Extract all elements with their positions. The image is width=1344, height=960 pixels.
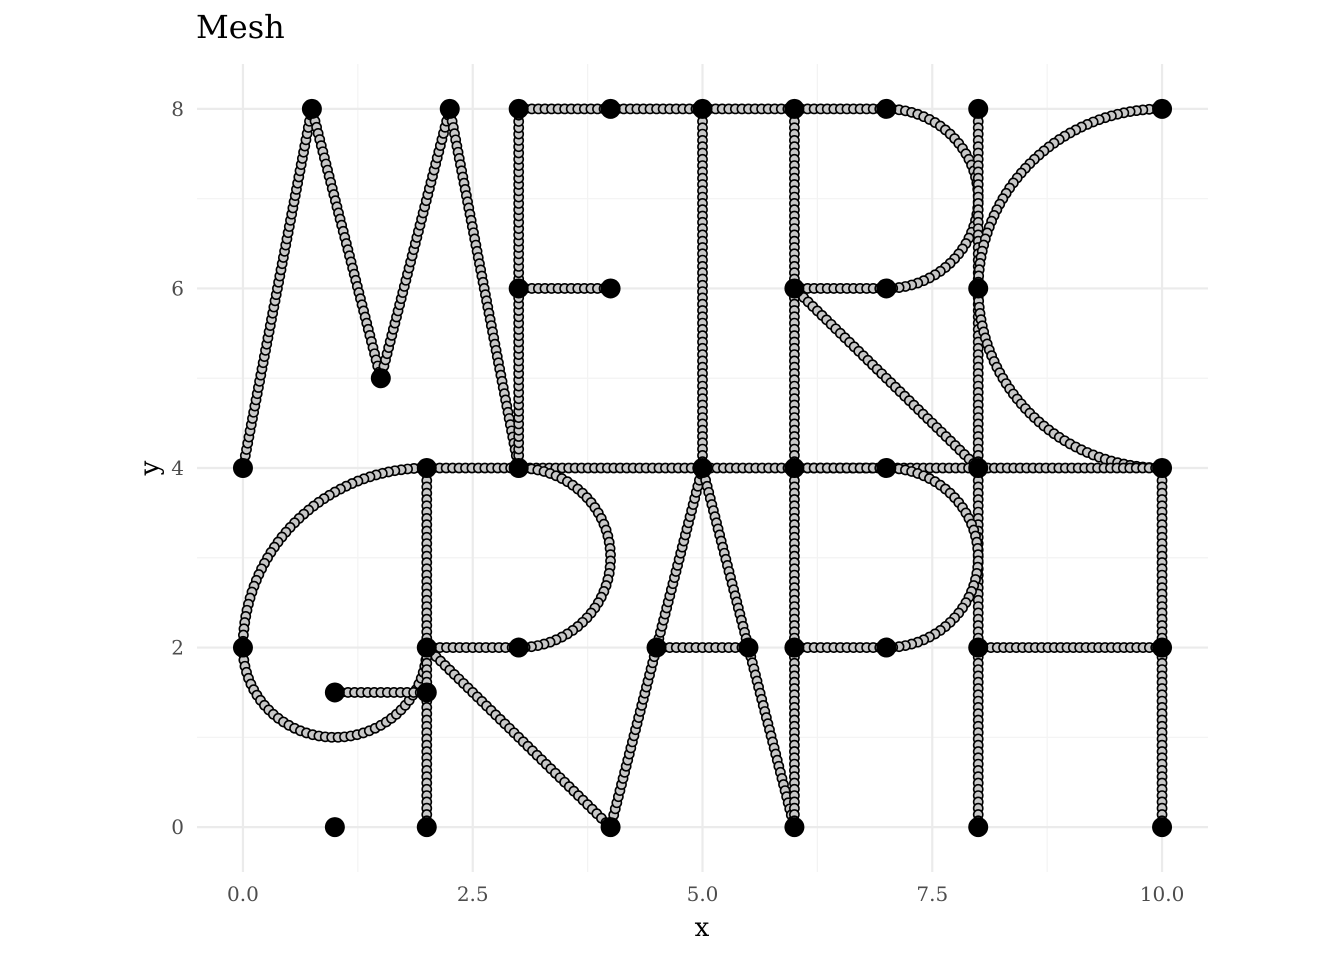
y-axis-ticks: 0 2 4 6 8: [171, 97, 184, 839]
mesh-vertex: [508, 458, 529, 478]
mesh-vertex: [1152, 637, 1173, 658]
y-tick-label: 4: [171, 456, 184, 480]
mesh-vertex: [600, 278, 621, 299]
y-axis-label: y: [135, 460, 165, 476]
y-tick-label: 8: [171, 97, 184, 121]
mesh-vertex: [784, 278, 805, 299]
mesh-vertex: [370, 368, 391, 389]
mesh-vertex: [1152, 98, 1173, 119]
mesh-vertex: [692, 458, 713, 478]
mesh-vertex: [876, 458, 897, 478]
mesh-vertex: [324, 817, 345, 838]
mesh-vertex: [508, 98, 529, 119]
mesh-vertex: [784, 458, 805, 478]
mesh-vertex: [508, 637, 529, 658]
mesh-vertex: [968, 817, 989, 838]
x-axis-label: x: [695, 913, 710, 943]
x-tick-label: 2.5: [457, 882, 489, 906]
mesh-vertex: [1152, 458, 1173, 478]
mesh-vertex: [738, 637, 759, 658]
vertices: [232, 98, 1173, 838]
mesh-vertex: [968, 637, 989, 658]
mesh-vertex: [876, 637, 897, 658]
mesh-vertex: [416, 817, 437, 838]
y-tick-label: 6: [171, 276, 184, 300]
y-tick-label: 2: [171, 636, 184, 660]
mesh-vertex: [600, 98, 621, 119]
mesh-vertex: [968, 278, 989, 299]
x-tick-label: 7.5: [916, 882, 948, 906]
x-tick-label: 5.0: [687, 882, 719, 906]
mesh-vertex: [784, 817, 805, 838]
chart-title: Mesh: [196, 8, 285, 46]
mesh-vertex: [508, 278, 529, 299]
mesh-vertex: [232, 637, 253, 658]
x-axis-ticks: 0.0 2.5 5.0 7.5 10.0: [227, 882, 1184, 906]
mesh-vertex: [646, 637, 667, 658]
mesh-vertex: [784, 637, 805, 658]
mesh-vertex: [324, 682, 345, 703]
mesh-vertex: [968, 98, 989, 119]
mesh-vertex: [439, 98, 460, 119]
mesh-vertex: [416, 458, 437, 478]
mesh-vertex: [968, 458, 989, 478]
mesh-vertex: [692, 98, 713, 119]
mesh-vertex: [784, 98, 805, 119]
mesh-vertex: [1152, 817, 1173, 838]
mesh-vertex: [876, 278, 897, 299]
mesh-vertex: [600, 817, 621, 838]
mesh-vertex: [301, 98, 322, 119]
mesh-vertex: [416, 682, 437, 703]
x-tick-label: 0.0: [227, 882, 259, 906]
y-tick-label: 0: [171, 815, 184, 839]
x-tick-label: 10.0: [1140, 882, 1185, 906]
mesh-vertex: [416, 637, 437, 658]
mesh-vertex: [876, 98, 897, 119]
mesh-vertex: [232, 458, 253, 478]
